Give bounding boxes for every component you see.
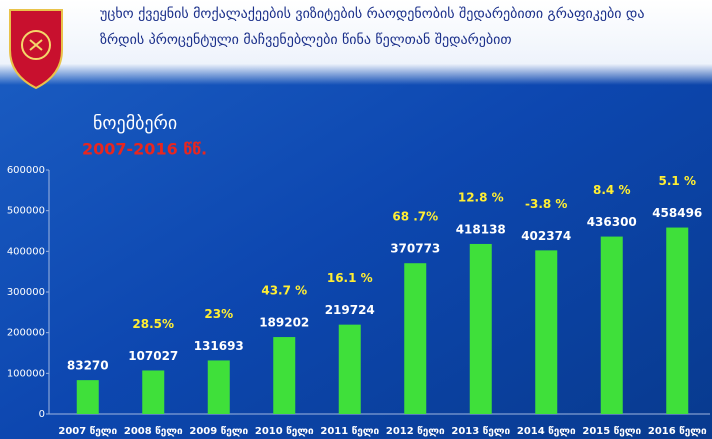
growth-label: 16.1 % (327, 271, 373, 285)
bar (666, 227, 689, 414)
bar (404, 263, 427, 414)
chart-title: ზრდის პროცენტული მაჩვენებლები წინა წელთა… (100, 31, 512, 48)
emblem (9, 9, 63, 90)
subtitle: ნოემბერი (93, 113, 177, 134)
x-tick-label: 2012 წელი (386, 425, 445, 437)
y-tick-label: 300000 (7, 287, 45, 298)
y-tick-label: 500000 (7, 206, 45, 217)
bar (207, 360, 230, 414)
value-label: 402374 (521, 229, 571, 243)
x-tick-label: 2009 წელი (189, 425, 248, 437)
growth-label: 5.1 % (659, 174, 696, 188)
value-label: 219724 (325, 303, 375, 317)
y-tick-label: 200000 (7, 328, 45, 339)
value-label: 189202 (259, 316, 309, 330)
bar (469, 243, 492, 414)
value-label: 83270 (67, 359, 109, 373)
x-tick-label: 2015 წელი (582, 425, 641, 437)
y-tick-label: 100000 (7, 368, 45, 379)
chart-title: უცხო ქვეყნის მოქალაქეების ვიზიტების რაოდ… (100, 5, 645, 22)
x-tick-label: 2008 წელი (124, 425, 183, 437)
y-tick-label: 400000 (7, 246, 45, 257)
growth-label: 68 .7% (392, 210, 438, 224)
y-tick-label: 600000 (7, 165, 45, 176)
growth-label: 12.8 % (458, 190, 504, 204)
growth-label: 28.5% (132, 317, 174, 331)
x-tick-label: 2016 წელი (648, 425, 707, 437)
bar (338, 324, 361, 414)
header-band (0, 0, 712, 85)
growth-label: 8.4 % (593, 183, 630, 197)
x-tick-label: 2010 წელი (255, 425, 314, 437)
value-label: 436300 (587, 215, 637, 229)
bar (76, 380, 99, 414)
x-tick-label: 2014 წელი (517, 425, 576, 437)
x-tick-label: 2007 წელი (58, 425, 117, 437)
value-label: 418138 (456, 222, 506, 236)
value-label: 107027 (128, 349, 178, 363)
y-tick-label: 0 (39, 409, 45, 420)
growth-label: -3.8 % (525, 197, 567, 211)
bar (600, 236, 623, 414)
value-label: 458496 (652, 206, 702, 220)
growth-label: 43.7 % (261, 284, 307, 298)
x-tick-label: 2011 წელი (320, 425, 379, 437)
bar (142, 370, 165, 414)
x-tick-label: 2013 წელი (451, 425, 510, 437)
period: 2007-2016 წწ. (82, 140, 207, 159)
bar (535, 250, 558, 414)
bar (273, 337, 296, 414)
value-label: 370773 (390, 242, 440, 256)
growth-label: 23% (204, 307, 233, 321)
value-label: 131693 (194, 339, 244, 353)
